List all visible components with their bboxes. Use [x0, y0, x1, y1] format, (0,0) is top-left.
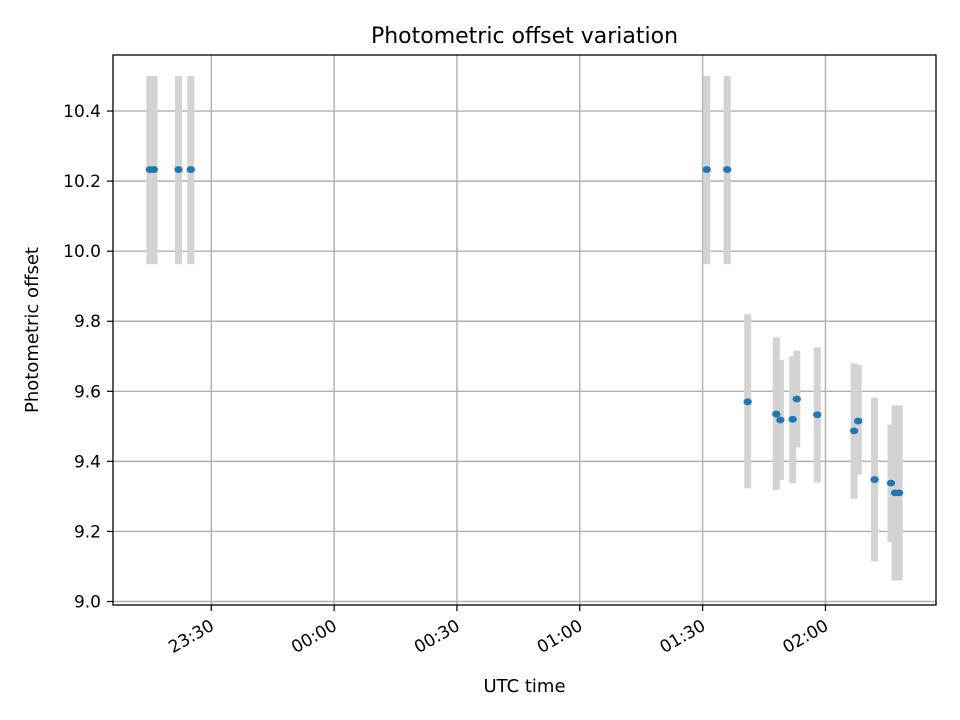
data-point	[813, 411, 822, 419]
data-point	[743, 398, 752, 406]
y-tick-label: 10.4	[63, 102, 101, 122]
data-point	[186, 166, 195, 173]
data-point	[854, 417, 863, 425]
chart-title: Photometric offset variation	[371, 24, 678, 49]
y-tick-label: 10.2	[63, 172, 101, 192]
data-point	[149, 166, 159, 173]
data-point	[894, 489, 904, 497]
grid	[113, 55, 936, 605]
y-tick-label: 9.6	[74, 382, 101, 402]
y-tick-label: 9.8	[74, 312, 101, 332]
data-point	[776, 416, 785, 424]
y-tick-label: 10.0	[63, 242, 101, 262]
data-point	[870, 476, 879, 483]
data-point	[788, 415, 797, 423]
y-tick-label: 9.2	[74, 522, 101, 542]
plot-frame	[112, 54, 937, 606]
data-point	[849, 427, 859, 435]
data-point	[792, 395, 801, 403]
data-point	[722, 166, 732, 173]
x-axis-title: UTC time	[483, 676, 565, 697]
data-point	[174, 166, 183, 173]
y-axis-title: Photometric offset	[22, 247, 43, 413]
data-point	[702, 166, 711, 173]
y-tick-label: 9.4	[74, 452, 101, 472]
data-point	[886, 479, 896, 487]
data-point	[772, 410, 781, 418]
y-tick-label: 9.0	[74, 592, 101, 612]
data-points	[145, 166, 904, 497]
